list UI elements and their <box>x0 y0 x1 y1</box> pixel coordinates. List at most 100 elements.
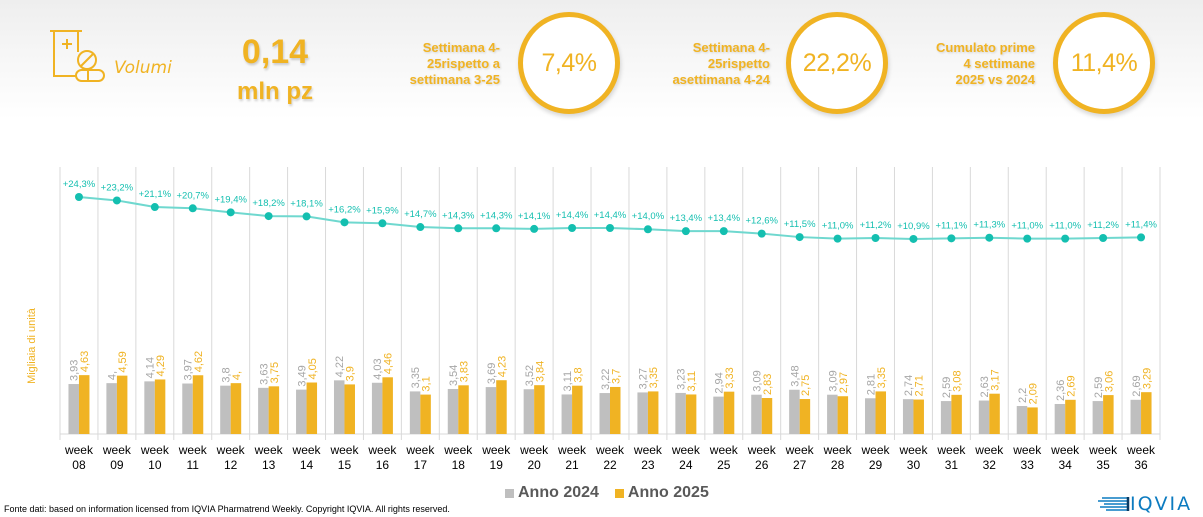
x-tick-label: week <box>1126 443 1156 457</box>
growth-point <box>416 223 425 232</box>
growth-label: +21,1% <box>139 189 172 200</box>
bar-label-2025: 4,05 <box>307 358 319 379</box>
x-tick-label: week <box>785 443 815 457</box>
bar-2025 <box>799 399 811 434</box>
x-tick-label: 34 <box>1058 458 1072 472</box>
x-tick-label: 18 <box>452 458 466 472</box>
bar-label-2025: 3,06 <box>1103 371 1115 392</box>
bar-label-2024: 3,35 <box>410 367 422 388</box>
bar-2025 <box>647 391 659 434</box>
comparison-desc-yoy-week: Settimana 4- 25rispetto asettimana 4-24 <box>665 40 770 88</box>
bar-2025 <box>1027 407 1038 434</box>
growth-label: +10,9% <box>897 221 930 232</box>
x-tick-label: week <box>405 443 435 457</box>
bar-2024 <box>789 389 800 434</box>
x-tick-label: 30 <box>907 458 921 472</box>
bar-label-2025: 3,7 <box>610 369 622 384</box>
desc-line: 25rispetto <box>707 56 770 71</box>
x-tick-label: 23 <box>641 458 655 472</box>
bar-2025 <box>154 379 166 434</box>
growth-label: +11,0% <box>822 221 854 232</box>
bar-label-2025: 3,29 <box>1141 368 1153 389</box>
growth-point <box>530 224 539 233</box>
bar-2025 <box>572 385 583 434</box>
bar-label-2025: 3,11 <box>686 371 698 392</box>
bar-label-2024: 2,36 <box>1055 380 1067 401</box>
bar-2024 <box>865 398 876 434</box>
bar-2024 <box>296 389 307 434</box>
bar-label-2024: 3,27 <box>638 368 650 389</box>
x-tick-label: 29 <box>869 458 883 472</box>
growth-point <box>985 233 994 242</box>
x-tick-label: week <box>178 443 208 457</box>
x-tick-label: 10 <box>148 458 162 472</box>
growth-label: +14,7% <box>404 209 437 220</box>
comparison-circle-cumulative: 11,4% <box>1053 12 1155 114</box>
bar-label-2024: 3,8 <box>220 367 232 382</box>
x-tick-label: week <box>64 443 94 457</box>
x-tick-label: week <box>254 443 284 457</box>
bar-label-2024: 4, <box>107 371 119 380</box>
x-tick-label: week <box>861 443 891 457</box>
growth-label: +13,4% <box>708 213 741 224</box>
kpi-volume-value: 0,14 <box>241 33 309 71</box>
x-tick-label: week <box>443 443 473 457</box>
x-tick-label: week <box>1050 443 1080 457</box>
bar-2024 <box>561 394 573 434</box>
growth-label: +11,1% <box>935 220 967 231</box>
x-tick-label: week <box>595 443 625 457</box>
growth-point <box>492 224 501 233</box>
growth-point <box>264 212 273 221</box>
growth-point <box>378 219 387 228</box>
desc-line: Settimana 4- <box>422 40 500 55</box>
bar-2025 <box>610 386 621 434</box>
x-axis-ticks: week08week09week10week11week12week13week… <box>64 443 1156 472</box>
growth-point <box>909 234 918 243</box>
bar-2024 <box>751 394 762 434</box>
x-tick-label: 13 <box>262 458 276 472</box>
bar-label-2024: 2,94 <box>714 372 726 393</box>
x-tick-label: week <box>671 443 701 457</box>
x-tick-label: week <box>367 443 397 457</box>
weekly-volume-chart: 3,934,634,4,59 4,144,29 3,974,623,84, 3,633… <box>59 167 1161 472</box>
x-tick-label: 33 <box>1021 458 1035 472</box>
data-source-footer: Fonte dati: based on information license… <box>4 504 450 514</box>
bar-label-2024: 3,11 <box>562 371 574 392</box>
bar-2024 <box>1092 401 1104 434</box>
bar-label-2025: 3,35 <box>876 367 888 388</box>
x-tick-label: 08 <box>72 458 86 472</box>
bar-2024 <box>827 394 838 434</box>
pill-bottle-icon <box>50 30 105 82</box>
bar-label-2024: 2,59 <box>1093 377 1105 398</box>
bar-label-2025: 3,33 <box>724 367 736 388</box>
bar-label-2024: 3,09 <box>827 370 839 391</box>
growth-label: +15,9% <box>366 205 399 216</box>
x-tick-label: 14 <box>300 458 314 472</box>
bar-2024 <box>675 392 686 434</box>
bar-label-2024: 3,09 <box>751 370 763 391</box>
legend-item-2024: Anno 2024 <box>505 484 599 502</box>
x-tick-label: week <box>747 443 777 457</box>
bar-label-2025: 3,8 <box>572 367 584 382</box>
x-tick-label: 35 <box>1096 458 1110 472</box>
bar-2024 <box>106 383 117 434</box>
bar-2025 <box>989 393 1000 434</box>
bar-2024 <box>258 387 269 434</box>
bar-label-2024: 3,69 <box>486 363 498 384</box>
growth-point <box>112 196 121 205</box>
desc-line: asettimana 4-24 <box>672 72 770 87</box>
growth-label: +11,4% <box>1125 219 1157 230</box>
growth-label: +14,4% <box>594 210 627 221</box>
x-tick-label: week <box>216 443 246 457</box>
bar-label-2025: 3,9 <box>345 366 357 381</box>
bar-2024 <box>713 396 724 434</box>
bar-2025 <box>458 385 469 434</box>
bar-label-2025: 2,83 <box>762 374 774 395</box>
growth-label: +14,4% <box>556 210 589 221</box>
desc-line: 25rispetto a <box>427 56 500 71</box>
growth-point <box>226 208 235 217</box>
bar-label-2024: 2,74 <box>903 375 915 396</box>
comparison-circle-weekly: 7,4% <box>518 12 620 114</box>
growth-label: +20,7% <box>177 190 210 201</box>
gridlines <box>59 167 1161 440</box>
